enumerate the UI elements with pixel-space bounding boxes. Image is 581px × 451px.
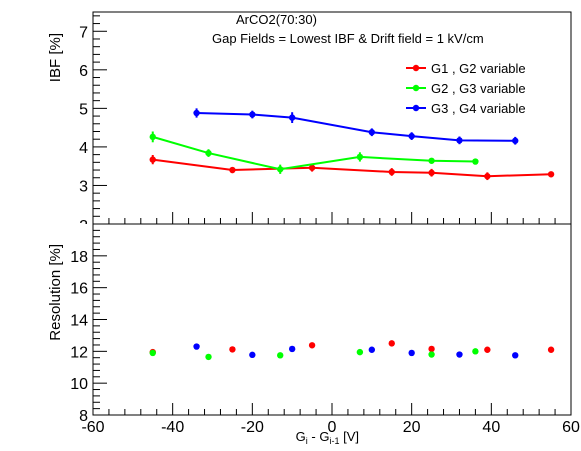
top-y-tick-label: 4 bbox=[79, 140, 88, 157]
bottom-y-tick-label: 14 bbox=[70, 313, 88, 330]
resolution-series-3-point bbox=[288, 345, 296, 353]
series-1-point bbox=[428, 169, 435, 176]
resolution-series-3-point bbox=[249, 351, 256, 359]
resolution-series-1-point bbox=[484, 346, 491, 353]
top-y-tick-label: 7 bbox=[79, 24, 88, 41]
resolution-series-2-point bbox=[472, 348, 479, 355]
x-axis-label-g1: G bbox=[296, 429, 306, 444]
top-y-tick-label-partial: 2 bbox=[79, 218, 88, 235]
bottom-x-tick-label: -20 bbox=[241, 419, 264, 436]
resolution-series-1-point bbox=[388, 340, 395, 347]
top-x-axis-ticks bbox=[92, 212, 572, 224]
series-3-point bbox=[249, 111, 256, 118]
bottom-y-tick-label: 12 bbox=[70, 344, 88, 361]
x-axis-label-sub2: i-1 bbox=[329, 436, 339, 446]
top-y-axis: 3 4 5 6 7 2 bbox=[79, 15, 107, 235]
series-line-1 bbox=[152, 158, 552, 178]
bottom-x-tick-label: -40 bbox=[161, 419, 184, 436]
top-y-tick-label: 5 bbox=[79, 101, 88, 118]
bottom-x-tick-label: 60 bbox=[562, 419, 580, 436]
series-2-point bbox=[205, 149, 212, 157]
chart-subtitle: Gap Fields = Lowest IBF & Drift field = … bbox=[212, 31, 484, 46]
resolution-series-1-point bbox=[547, 346, 555, 353]
bottom-x-tick-label: -60 bbox=[81, 419, 104, 436]
bottom-y-tick-label: 10 bbox=[70, 376, 88, 393]
resolution-series-1-point bbox=[428, 345, 435, 353]
bottom-plot-frame bbox=[92, 223, 572, 416]
resolution-series-3-point bbox=[368, 346, 376, 353]
series-3-point bbox=[408, 132, 415, 140]
resolution-series-2-point bbox=[205, 353, 212, 361]
bottom-y-tick-label: 16 bbox=[70, 281, 88, 298]
x-axis-label: Gi - Gi-1 [V] bbox=[296, 429, 359, 446]
legend-marker-2 bbox=[412, 84, 420, 92]
resolution-series-3-point bbox=[408, 349, 415, 357]
series-1-point bbox=[547, 171, 555, 178]
bottom-y-tick-label: 18 bbox=[70, 249, 88, 266]
series-2-point bbox=[428, 157, 435, 164]
bottom-x-tick-label: 40 bbox=[482, 419, 500, 436]
bottom-x-tick-label: 0 bbox=[328, 419, 337, 436]
resolution-series-2-point bbox=[428, 351, 435, 358]
bottom-x-axis: -60 -40 -20 0 20 40 60 bbox=[81, 403, 580, 436]
x-axis-label-unit: [V] bbox=[339, 429, 359, 444]
resolution-series-2-point bbox=[149, 349, 156, 357]
x-axis-label-dash: - G bbox=[308, 429, 330, 444]
series-2-point bbox=[472, 158, 479, 165]
bottom-y-axis-label: Resolution [%] bbox=[47, 244, 64, 341]
series-1-point bbox=[308, 164, 316, 171]
legend-label-3: G3 , G4 variable bbox=[431, 101, 526, 116]
bottom-x-tick-label: 20 bbox=[403, 419, 421, 436]
bottom-panel: 8 10 12 14 16 18 -60 -40 -20 0 20 40 60 Resolution … bbox=[47, 223, 580, 446]
series-line-3 bbox=[196, 111, 516, 142]
top-y-tick-label: 3 bbox=[79, 178, 88, 195]
series-1-point bbox=[149, 156, 156, 163]
top-panel: 3 4 5 6 7 2 ArCO2(70:30) Gap Fields = Lowest … bbox=[47, 11, 572, 235]
series-2-point bbox=[149, 133, 156, 141]
series-2-point bbox=[356, 153, 364, 161]
series-3-point bbox=[368, 129, 376, 136]
resolution-series-2-point bbox=[356, 348, 364, 356]
resolution-series-3-point bbox=[193, 343, 200, 350]
resolution-series-3-point bbox=[512, 352, 519, 359]
resolution-series-3-point bbox=[456, 351, 463, 358]
series-1-point bbox=[388, 168, 395, 176]
legend: G1 , G2 variable G2 , G3 variable G3 , G4 … bbox=[406, 61, 526, 116]
series-1-point bbox=[229, 166, 236, 174]
resolution-series-1-point bbox=[308, 342, 316, 349]
chart-title: ArCO2(70:30) bbox=[236, 12, 317, 27]
bottom-series-group bbox=[149, 340, 555, 361]
x-axis-label-sub1: i bbox=[306, 436, 308, 446]
legend-marker-3 bbox=[412, 104, 420, 112]
legend-label-1: G1 , G2 variable bbox=[431, 61, 526, 76]
series-3-point bbox=[193, 109, 200, 117]
series-3-point bbox=[288, 114, 296, 121]
legend-label-2: G2 , G3 variable bbox=[431, 81, 526, 96]
series-line-2 bbox=[152, 135, 476, 171]
bottom-y-tick-label: 8 bbox=[79, 408, 88, 425]
resolution-series-1-point bbox=[229, 346, 236, 353]
top-y-axis-label: IBF [%] bbox=[47, 33, 64, 82]
series-2-point bbox=[277, 166, 284, 173]
series-3-point bbox=[512, 137, 519, 144]
top-y-tick-label: 6 bbox=[79, 63, 88, 80]
legend-marker-1 bbox=[412, 64, 420, 72]
series-1-point bbox=[484, 173, 491, 180]
resolution-series-2-point bbox=[277, 352, 284, 359]
top-series-group bbox=[149, 108, 555, 181]
series-3-point bbox=[456, 137, 463, 144]
bottom-y-axis: 8 10 12 14 16 18 bbox=[70, 229, 107, 425]
